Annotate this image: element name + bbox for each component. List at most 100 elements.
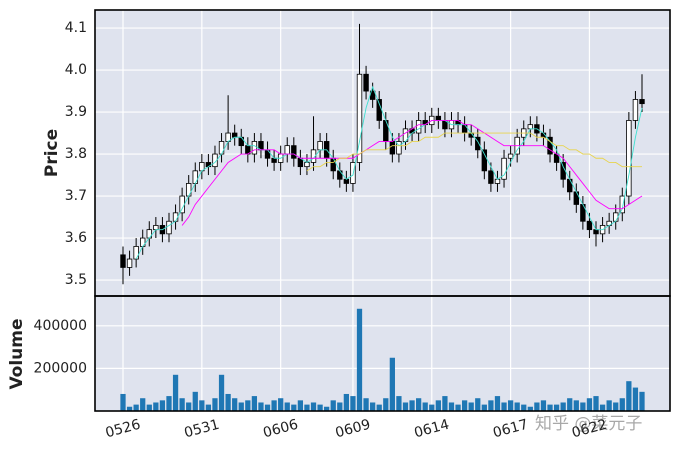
candle-body [626, 120, 632, 197]
volume-bar [330, 400, 336, 411]
candle-body [560, 162, 566, 180]
candle-body [212, 153, 218, 168]
y-tick-label: 3.9 [65, 104, 87, 120]
candle-body [363, 73, 369, 92]
candle-body [573, 191, 580, 205]
volume-bar [383, 398, 389, 411]
volume-bar [350, 396, 356, 411]
volume-bar [613, 402, 619, 411]
volume-bar [606, 400, 612, 411]
volume-bar [396, 396, 402, 411]
volume-bar [186, 402, 192, 411]
volume-bar [540, 400, 547, 411]
y-axis-title: Price [42, 129, 62, 177]
price-panel [95, 10, 670, 296]
candle-body [264, 149, 271, 159]
candle-body [126, 258, 133, 268]
volume-bar [324, 406, 330, 411]
candle-body [271, 157, 277, 163]
volume-bar [291, 404, 297, 411]
volume-bar [232, 398, 238, 411]
candle-body [172, 212, 179, 222]
candle-body [435, 115, 442, 121]
y-tick-label: 4.1 [65, 20, 87, 36]
volume-axis-title: Volume [7, 318, 27, 389]
volume-bar [593, 396, 599, 411]
moving-average-line [306, 132, 642, 172]
volume-bar [573, 400, 579, 411]
watermark: 知乎 @菜元子 [535, 414, 642, 434]
volume-bar [429, 404, 435, 411]
volume-bar [304, 404, 310, 411]
volume-bar [442, 396, 448, 411]
volume-bar [514, 402, 520, 411]
candle-body [593, 229, 599, 235]
candle-body [153, 225, 159, 231]
volume-bar [245, 400, 251, 411]
candle-body [133, 246, 139, 260]
candle-body [238, 136, 244, 147]
moving-average-line [135, 85, 643, 260]
candle-body [166, 220, 172, 235]
candle-body [632, 99, 639, 121]
volume-bar [251, 396, 258, 411]
volume-bar [461, 400, 468, 411]
candle-body [488, 170, 494, 184]
volume-bar [553, 404, 560, 411]
volume-bar [547, 404, 553, 411]
y-tick-label: 4.0 [65, 62, 87, 78]
candle-body [389, 141, 396, 155]
volume-bar [409, 400, 415, 411]
volume-bar [494, 396, 501, 411]
y-tick-label: 3.5 [65, 272, 87, 288]
volume-bar [599, 404, 606, 411]
volume-bar [422, 402, 428, 411]
volume-bar [159, 400, 166, 411]
volume-bar [238, 402, 244, 411]
volume-bar [527, 406, 533, 411]
candle-body [619, 195, 625, 214]
candle-body [567, 178, 573, 193]
volume-bar [153, 402, 159, 411]
volume-bar [639, 391, 645, 411]
volume-bar [212, 398, 218, 411]
volume-bar [560, 402, 566, 411]
candle-body [284, 145, 290, 155]
volume-bar [455, 404, 461, 411]
volume-bar [271, 400, 277, 411]
volume-bar [632, 387, 639, 411]
x-tick-label: 0526 [104, 417, 143, 442]
volume-bar [166, 396, 172, 411]
volume-tick-label: 200000 [34, 360, 87, 376]
volume-bar [218, 374, 225, 411]
volume-bar [258, 402, 264, 411]
candle-body [343, 178, 350, 184]
volume-bar [488, 400, 494, 411]
candle-body [507, 153, 514, 159]
candle-body [396, 141, 402, 155]
candle-body [494, 178, 501, 184]
candle-body [330, 157, 336, 172]
volume-bar [297, 400, 304, 411]
volume-bar [126, 406, 133, 411]
volume-bar [278, 398, 284, 411]
volume-bar [475, 398, 481, 411]
candle-body [586, 220, 593, 231]
volume-bar [120, 393, 126, 411]
volume-bar [468, 402, 474, 411]
candle-body [185, 183, 192, 197]
candle-body [146, 229, 152, 239]
candle-body [192, 170, 198, 184]
candle-body [218, 141, 225, 155]
candle-body [415, 120, 422, 134]
x-tick-label: 0617 [491, 417, 530, 442]
candle-body [310, 149, 317, 163]
candle-body [613, 212, 619, 222]
volume-bar [317, 404, 323, 411]
candle-body [231, 132, 238, 138]
volume-bar [172, 374, 179, 411]
volume-tick-label: 400000 [34, 318, 87, 334]
candle-body [356, 73, 363, 163]
